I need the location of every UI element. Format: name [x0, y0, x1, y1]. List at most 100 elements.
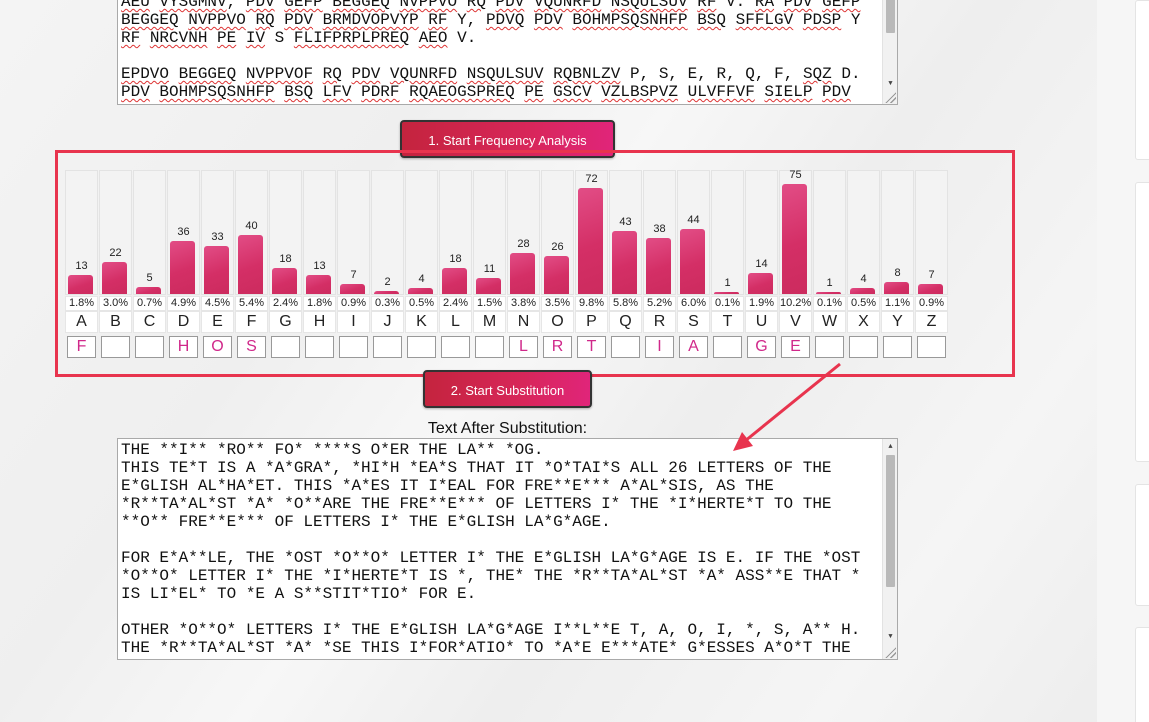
scroll-down-icon[interactable]: ▼ [888, 80, 893, 88]
scroll-thumb[interactable] [886, 455, 895, 587]
scroll-thumb[interactable] [886, 0, 895, 33]
substitution-input-p[interactable] [577, 336, 606, 358]
cipher-letter: Q [609, 311, 642, 333]
frequency-bar [408, 288, 433, 294]
cipher-word: NVPPVO [399, 0, 458, 11]
substitution-input-t[interactable] [713, 336, 742, 358]
substitution-input-y[interactable] [883, 336, 912, 358]
frequency-bar [170, 241, 195, 294]
percent-label: 4.9% [167, 296, 200, 311]
substitution-input-l[interactable] [441, 336, 470, 358]
substitution-input-s[interactable] [679, 336, 708, 358]
substitution-input-r[interactable] [645, 336, 674, 358]
substitution-input-m[interactable] [475, 336, 504, 358]
cipher-line [121, 47, 881, 65]
substitution-input-w[interactable] [815, 336, 844, 358]
cipher-token [313, 11, 323, 29]
substitution-input-c[interactable] [135, 336, 164, 358]
cipher-token [313, 65, 323, 83]
count-label: 44 [687, 214, 700, 226]
cipher-text-content[interactable]: AEU VYSGMNV, PDV GEFP BEGGEQ NVPPVO RQ P… [121, 0, 881, 101]
percent-label: 0.3% [371, 296, 404, 311]
plain-line: *O**O* LETTER I* THE *I*HERTE*T IS *, TH… [121, 567, 861, 585]
substitution-input-q[interactable] [611, 336, 640, 358]
cipher-text-input[interactable]: AEU VYSGMNV, PDV GEFP BEGGEQ NVPPVO RQ P… [117, 0, 898, 105]
cipher-word: VQUNRFD [389, 65, 458, 83]
bar-track: 18 [269, 170, 302, 295]
substitution-input-v[interactable] [781, 336, 810, 358]
cipher-letter: F [235, 311, 268, 333]
bar-track: 44 [677, 170, 710, 295]
cipher-token: V [726, 0, 736, 11]
percent-label: 2.4% [439, 296, 472, 311]
cipher-token [745, 0, 755, 11]
cipher-token [448, 29, 458, 47]
cipher-letter: C [133, 311, 166, 333]
substitution-input-o[interactable] [543, 336, 572, 358]
cipher-scrollbar[interactable]: ▼ [882, 0, 897, 104]
count-label: 7 [350, 269, 357, 281]
substitution-input-f[interactable] [237, 336, 266, 358]
cipher-letter: V [779, 311, 812, 333]
substitution-input-d[interactable] [169, 336, 198, 358]
cipher-token: , [726, 65, 736, 83]
frequency-bar [442, 268, 467, 294]
resize-handle-icon[interactable] [884, 91, 896, 103]
percent-label: 5.4% [235, 296, 268, 311]
side-card [1135, 0, 1149, 160]
substitution-input-g[interactable] [271, 336, 300, 358]
cipher-letter: B [99, 311, 132, 333]
frequency-bar [578, 188, 603, 294]
substituted-text-content[interactable]: THE **I** *RO** FO* ****S O*ER THE LA** … [121, 441, 881, 657]
substitution-input-n[interactable] [509, 336, 538, 358]
cipher-word: PDV [495, 0, 525, 11]
resize-handle-icon[interactable] [884, 646, 896, 658]
substitution-input-u[interactable] [747, 336, 776, 358]
substitution-input-e[interactable] [203, 336, 232, 358]
count-label: 40 [245, 220, 258, 232]
substituted-text-output[interactable]: THE **I** *RO** FO* ****S O*ER THE LA** … [117, 438, 898, 660]
cipher-token: Y [850, 11, 861, 29]
cipher-token [524, 0, 534, 11]
substitution-input-x[interactable] [849, 336, 878, 358]
cipher-token: E [687, 65, 698, 83]
cipher-token: Y [457, 11, 467, 29]
cipher-word: NVPPVO [188, 11, 246, 29]
substitution-input-a[interactable] [67, 336, 96, 358]
cipher-token [236, 65, 246, 83]
start-frequency-analysis-button[interactable]: 1. Start Frequency Analysis [400, 120, 615, 158]
cipher-word: SQZ [802, 65, 832, 83]
substitution-input-z[interactable] [917, 336, 946, 358]
percent-label: 1.9% [745, 296, 778, 311]
frequency-bar [204, 246, 229, 294]
frequency-bar [612, 231, 637, 294]
cipher-token [736, 65, 746, 83]
percent-label: 0.5% [847, 296, 880, 311]
bar-track: 11 [473, 170, 506, 295]
cipher-word: PDV [284, 11, 314, 29]
cipher-token [793, 65, 803, 83]
substitution-input-k[interactable] [407, 336, 436, 358]
cipher-token [236, 29, 246, 47]
cipher-token [563, 11, 573, 29]
cipher-word: BEGGEQ [121, 11, 179, 29]
cipher-token [457, 65, 467, 83]
percent-label: 1.8% [303, 296, 336, 311]
substitution-input-h[interactable] [305, 336, 334, 358]
cipher-word: GEFP [822, 0, 861, 11]
start-substitution-button[interactable]: 2. Start Substitution [423, 370, 592, 408]
bar-track: 22 [99, 170, 132, 295]
cipher-token: D [841, 65, 851, 83]
cipher-letter: X [847, 311, 880, 333]
scroll-up-icon[interactable]: ▲ [888, 443, 893, 451]
substitution-input-j[interactable] [373, 336, 402, 358]
scroll-down-icon[interactable]: ▼ [888, 633, 893, 641]
bar-track: 7 [915, 170, 948, 295]
cipher-letter: N [507, 311, 540, 333]
substitution-input-b[interactable] [101, 336, 130, 358]
cipher-letter: S [677, 311, 710, 333]
cipher-word: RQAEOGSPREQ [409, 83, 515, 101]
substitution-input-i[interactable] [339, 336, 368, 358]
cipher-token [169, 65, 179, 83]
output-scrollbar[interactable]: ▲ ▼ [882, 439, 897, 659]
